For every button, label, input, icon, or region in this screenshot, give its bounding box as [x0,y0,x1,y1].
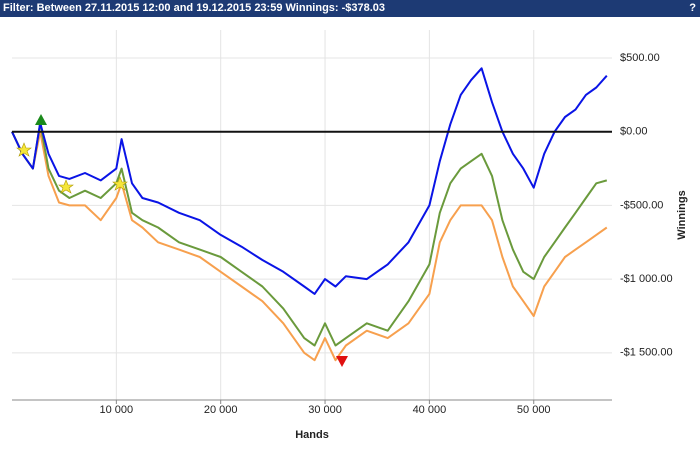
y-tick-label: -$1 500.00 [620,347,673,359]
y-tick-label: $0.00 [620,126,648,138]
x-tick-label: 10 000 [100,404,134,416]
series-line [11,67,608,295]
y-tick-label: $500.00 [620,52,660,64]
chart: Hands Winnings $500.00 $0.00 -$500.00 -$1 0… [11,30,688,441]
help-icon[interactable]: ? [689,2,696,14]
filter-bar: Filter: Between 27.11.2015 12:00 and 19.… [0,0,700,17]
low-marker [336,356,348,367]
star-marker [16,142,32,157]
y-axis-title: Winnings [676,190,688,239]
peak-marker [35,114,47,125]
event-markers [16,114,348,367]
series-line [11,121,608,347]
star-marker [58,179,74,194]
y-tick-label: -$500.00 [620,199,663,211]
y-tick-label: -$1 000.00 [620,273,673,285]
star-marker [112,176,128,191]
x-axis-title: Hands [295,429,329,441]
x-tick-label: 40 000 [413,404,447,416]
plot-area [12,30,612,400]
x-tick-label: 50 000 [517,404,551,416]
filter-text: Filter: Between 27.11.2015 12:00 and 19.… [3,2,386,14]
lines [11,67,612,362]
x-tick-label: 30 000 [308,404,342,416]
x-tick-label: 20 000 [204,404,238,416]
series-line [11,130,608,362]
